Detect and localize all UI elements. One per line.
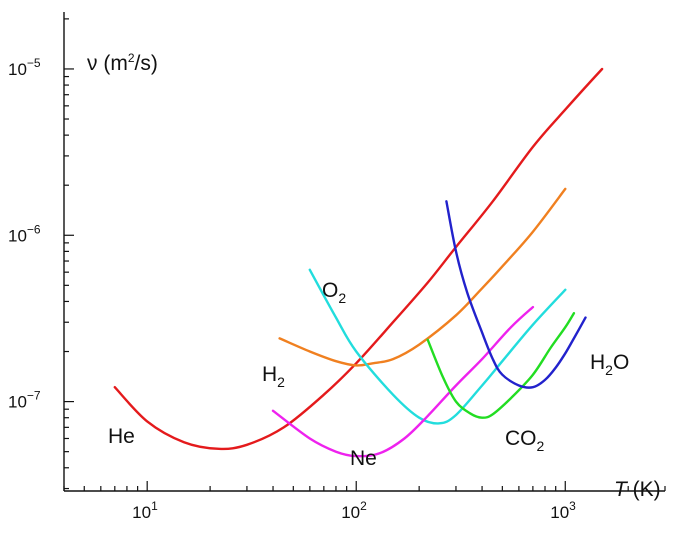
y-tick-label: 10−6	[8, 222, 41, 245]
axes	[63, 12, 666, 492]
x-tick-labels: 101 102 103	[132, 499, 576, 522]
curve-he	[113, 67, 604, 451]
y-tick-label: 10−5	[8, 56, 41, 79]
curve-o2	[308, 268, 567, 425]
series-label-he: He	[108, 425, 135, 448]
x-axis-label: T (K)	[614, 478, 661, 501]
x-tick-label: 102	[341, 499, 367, 522]
series-label-ne: Ne	[350, 447, 377, 470]
curve-co2	[426, 312, 576, 419]
series-label-h2: H2	[262, 363, 285, 390]
series-curves	[113, 67, 604, 458]
y-tick-label: 10−7	[8, 389, 41, 412]
y-axis-label: ν (m2/s)	[87, 51, 158, 75]
y-tick-labels: 10−5 10−6 10−7	[8, 56, 41, 412]
curve-h2o	[445, 200, 587, 389]
series-label-o2: O2	[322, 279, 346, 306]
series-label-h2o: H2O	[590, 351, 629, 378]
x-tick-label: 103	[550, 499, 576, 522]
curve-ne	[271, 305, 535, 458]
series-labels: He H2 O2 Ne CO2 H2O	[108, 279, 629, 470]
curve-h2	[278, 187, 567, 367]
x-tick-label: 101	[132, 499, 158, 522]
series-label-co2: CO2	[505, 427, 545, 454]
